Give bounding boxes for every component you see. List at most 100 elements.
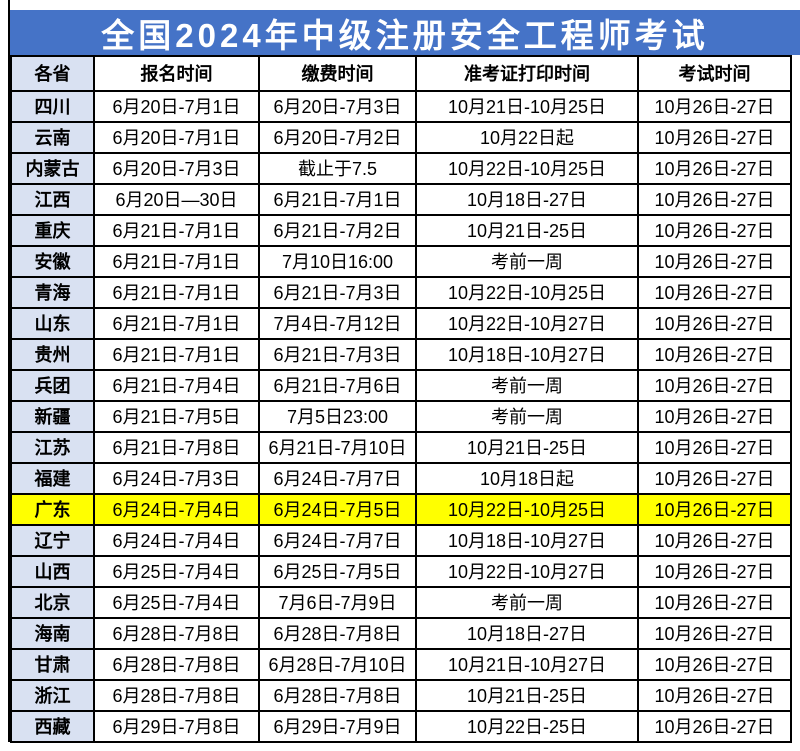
table-row: 重庆 6月21日-7月1日 6月21日-7月2日 10月21日-25日 10月26日-2…	[10, 214, 792, 247]
schedule-cell: 6月24日-7月4日	[93, 524, 260, 557]
schedule-cell: 6月25日-7月5日	[258, 555, 417, 588]
schedule-cell: 6月25日-7月4日	[93, 555, 260, 588]
schedule-cell: 6月21日-7月8日	[93, 431, 260, 464]
schedule-cell: 10月26日-27日	[637, 493, 792, 526]
province-cell: 重庆	[10, 214, 95, 247]
schedule-cell: 6月21日-7月1日	[93, 214, 260, 247]
table-row: 青海 6月21日-7月1日 6月21日-7月3日 10月22日-10月25日 10月26…	[10, 276, 792, 309]
province-cell: 新疆	[10, 400, 95, 433]
schedule-cell: 6月21日-7月4日	[93, 369, 260, 402]
table-row: 西藏 6月29日-7月8日 6月29日-7月9日 10月22日-25日 10月26日-2…	[10, 710, 792, 743]
province-cell: 辽宁	[10, 524, 95, 557]
schedule-cell: 7月10日16:00	[258, 245, 417, 278]
schedule-cell: 10月18日-10月27日	[415, 524, 639, 557]
schedule-cell: 10月26日-27日	[637, 555, 792, 588]
table-row: 兵团 6月21日-7月4日 6月21日-7月6日 考前一周 10月26日-27日	[10, 369, 792, 402]
table-row: 四川 6月20日-7月1日 6月20日-7月3日 10月21日-10月25日 10月26…	[10, 90, 792, 123]
schedule-cell: 6月20日-7月3日	[93, 152, 260, 185]
schedule-cell: 6月24日-7月5日	[258, 493, 417, 526]
schedule-cell: 10月26日-27日	[637, 617, 792, 650]
schedule-cell: 6月20日-7月1日	[93, 121, 260, 154]
table-row: 江西 6月20日—30日 6月21日-7月1日 10月18日-27日 10月26日-27…	[10, 183, 792, 216]
column-header-province: 各省	[10, 55, 95, 92]
schedule-cell: 6月24日-7月7日	[258, 524, 417, 557]
schedule-cell: 10月22日-10月27日	[415, 307, 639, 340]
province-cell: 山东	[10, 307, 95, 340]
province-cell: 海南	[10, 617, 95, 650]
schedule-cell: 10月26日-27日	[637, 276, 792, 309]
province-cell: 云南	[10, 121, 95, 154]
schedule-cell: 10月18日-27日	[415, 183, 639, 216]
schedule-cell: 6月24日-7月7日	[258, 462, 417, 495]
province-cell: 山西	[10, 555, 95, 588]
schedule-cell: 7月4日-7月12日	[258, 307, 417, 340]
table-row: 云南 6月20日-7月1日 6月20日-7月2日 10月22日起 10月26日-27日	[10, 121, 792, 154]
schedule-cell: 10月26日-27日	[637, 121, 792, 154]
province-cell: 江西	[10, 183, 95, 216]
schedule-cell: 考前一周	[415, 586, 639, 619]
schedule-cell: 6月21日-7月1日	[93, 338, 260, 371]
schedule-cell: 6月28日-7月8日	[258, 679, 417, 712]
schedule-cell: 6月21日-7月6日	[258, 369, 417, 402]
province-cell: 北京	[10, 586, 95, 619]
province-cell: 安徽	[10, 245, 95, 278]
schedule-cell: 10月18日起	[415, 462, 639, 495]
table-row: 北京 6月25日-7月4日 7月6日-7月9日 考前一周 10月26日-27日	[10, 586, 792, 619]
schedule-cell: 6月20日—30日	[93, 183, 260, 216]
table-header: 各省 报名时间 缴费时间 准考证打印时间 考试时间	[10, 55, 792, 92]
schedule-cell: 6月25日-7月4日	[93, 586, 260, 619]
schedule-cell: 10月26日-27日	[637, 462, 792, 495]
table-row: 内蒙古 6月20日-7月3日 截止于7.5 10月22日-10月25日 10月26日-2…	[10, 152, 792, 185]
table-row: 甘肃 6月28日-7月8日 6月28日-7月10日 10月21日-10月27日 10月2…	[10, 648, 792, 681]
schedule-cell: 10月26日-27日	[637, 307, 792, 340]
schedule-cell: 6月21日-7月2日	[258, 214, 417, 247]
column-header-ticket-print-time: 准考证打印时间	[415, 55, 639, 92]
schedule-cell: 10月26日-27日	[637, 338, 792, 371]
schedule-cell: 10月26日-27日	[637, 152, 792, 185]
schedule-cell: 6月20日-7月1日	[93, 90, 260, 123]
schedule-cell: 6月24日-7月4日	[93, 493, 260, 526]
schedule-cell: 10月21日-10月25日	[415, 90, 639, 123]
table-row: 安徽 6月21日-7月1日 7月10日16:00 考前一周 10月26日-27日	[10, 245, 792, 278]
table-title: 全国2024年中级注册安全工程师考试	[101, 16, 709, 54]
table-row: 海南 6月28日-7月8日 6月28日-7月8日 10月18日-27日 10月26日-2…	[10, 617, 792, 650]
table-outer-left-border	[8, 0, 10, 742]
schedule-cell: 10月26日-27日	[637, 369, 792, 402]
schedule-cell: 6月21日-7月10日	[258, 431, 417, 464]
schedule-cell: 截止于7.5	[258, 152, 417, 185]
column-header-payment-time: 缴费时间	[258, 55, 417, 92]
schedule-cell: 10月22日-10月25日	[415, 152, 639, 185]
province-cell: 青海	[10, 276, 95, 309]
schedule-cell: 6月28日-7月8日	[258, 617, 417, 650]
schedule-cell: 10月26日-27日	[637, 648, 792, 681]
schedule-cell: 10月18日-10月27日	[415, 338, 639, 371]
schedule-cell: 10月21日-10月27日	[415, 648, 639, 681]
schedule-cell: 10月26日-27日	[637, 90, 792, 123]
table-title-banner: 全国2024年中级注册安全工程师考试	[10, 10, 800, 55]
schedule-cell: 10月22日起	[415, 121, 639, 154]
schedule-cell: 考前一周	[415, 245, 639, 278]
schedule-cell: 6月20日-7月2日	[258, 121, 417, 154]
schedule-cell: 10月26日-27日	[637, 710, 792, 743]
schedule-cell: 10月18日-27日	[415, 617, 639, 650]
schedule-cell: 7月5日23:00	[258, 400, 417, 433]
schedule-cell: 6月29日-7月9日	[258, 710, 417, 743]
schedule-cell: 6月21日-7月1日	[258, 183, 417, 216]
table-row: 贵州 6月21日-7月1日 6月21日-7月3日 10月18日-10月27日 10月26…	[10, 338, 792, 371]
schedule-cell: 6月28日-7月8日	[93, 648, 260, 681]
province-cell: 兵团	[10, 369, 95, 402]
table-row: 辽宁 6月24日-7月4日 6月24日-7月7日 10月18日-10月27日 10月26…	[10, 524, 792, 557]
table-row: 广东 6月24日-7月4日 6月24日-7月5日 10月22日-10月25日 10月26…	[10, 493, 792, 526]
province-cell: 浙江	[10, 679, 95, 712]
schedule-cell: 10月21日-25日	[415, 431, 639, 464]
table-row: 江苏 6月21日-7月8日 6月21日-7月10日 10月21日-25日 10月26日-…	[10, 431, 792, 464]
schedule-cell: 10月26日-27日	[637, 183, 792, 216]
schedule-cell: 10月21日-25日	[415, 679, 639, 712]
province-cell: 广东	[10, 493, 95, 526]
schedule-cell: 6月21日-7月1日	[93, 245, 260, 278]
schedule-cell: 10月26日-27日	[637, 679, 792, 712]
table-row: 浙江 6月28日-7月8日 6月28日-7月8日 10月21日-25日 10月26日-2…	[10, 679, 792, 712]
schedule-cell: 6月20日-7月3日	[258, 90, 417, 123]
schedule-cell: 6月21日-7月3日	[258, 276, 417, 309]
schedule-cell: 6月21日-7月3日	[258, 338, 417, 371]
